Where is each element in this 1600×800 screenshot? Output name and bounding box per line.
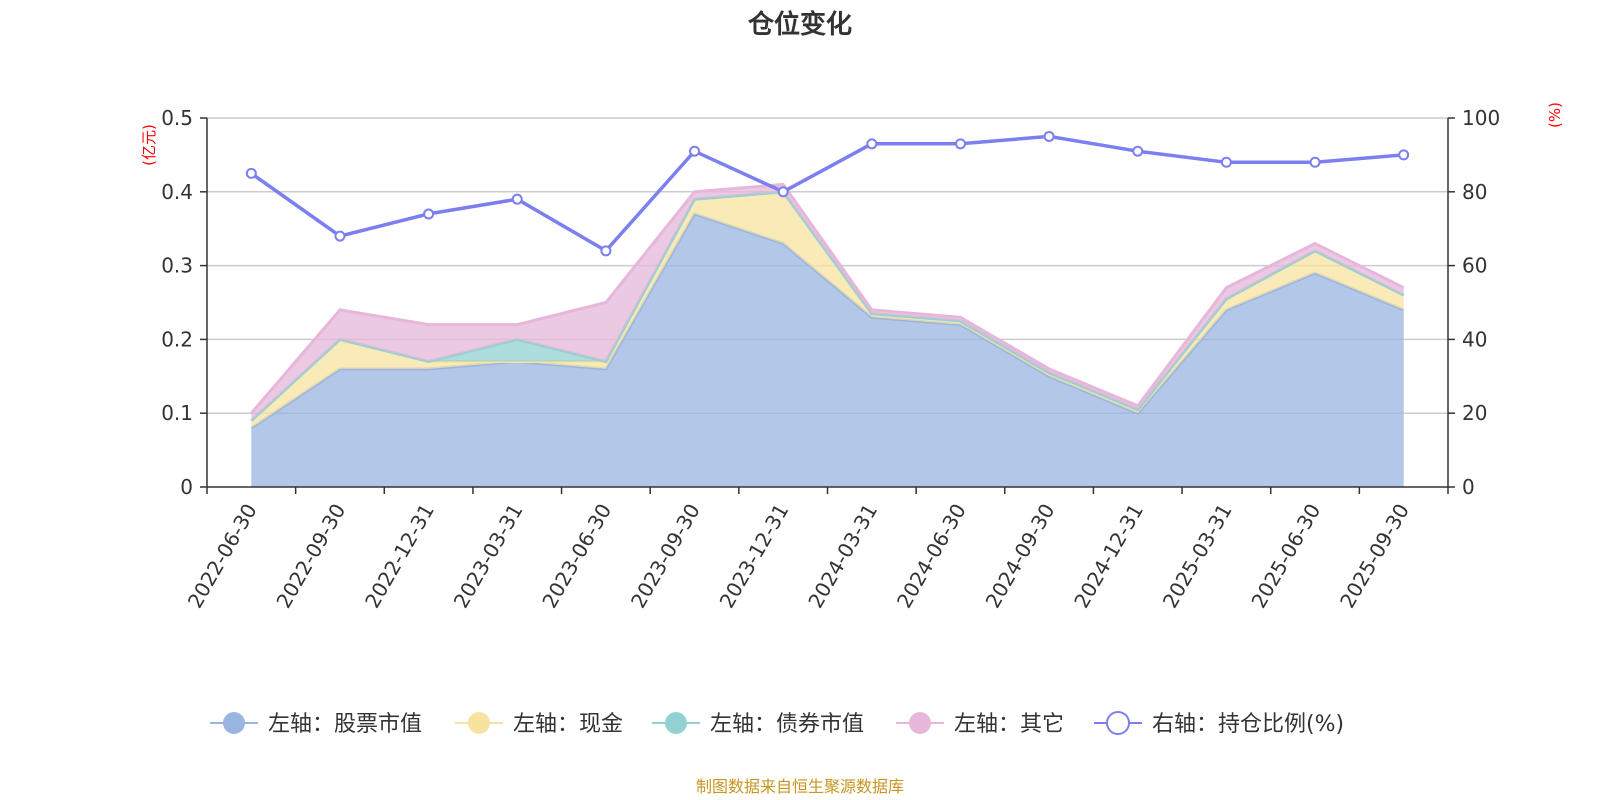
area-左轴：股票市值 [251, 213, 1404, 487]
legend-label: 左轴：股票市值 [268, 712, 422, 737]
legend-item[interactable]: 右轴：持仓比例(%) [1094, 711, 1344, 737]
holding-ratio-point [954, 138, 966, 150]
right-axis-tick-label: 20 [1462, 401, 1487, 425]
x-axis-tick-label: 2023-09-30 [626, 500, 705, 613]
line-series [245, 130, 1410, 257]
x-axis-tick-label: 2025-06-30 [1246, 500, 1325, 613]
right-axis-tick-label: 100 [1462, 106, 1500, 130]
legend-item[interactable]: 左轴：股票市值 [210, 712, 422, 737]
legend-item[interactable]: 左轴：现金 [455, 712, 623, 737]
chart-title: 仓位变化 [747, 9, 852, 40]
holding-ratio-point [334, 230, 346, 242]
left-axis-tick-label: 0.3 [161, 254, 193, 278]
legend[interactable]: 左轴：股票市值 左轴：现金 左轴：债券市值 左轴：其它 右轴：持仓比例(%) [210, 711, 1344, 737]
right-axis-unit: (%) [1546, 102, 1564, 128]
holding-ratio-point [1043, 130, 1055, 142]
x-axis-tick-label: 2023-03-31 [449, 500, 528, 613]
x-axis-tick-label: 2025-03-31 [1158, 500, 1237, 613]
legend-marker [665, 712, 687, 734]
left-axis-tick-label: 0.5 [161, 106, 193, 130]
holding-ratio-point [866, 138, 878, 150]
legend-marker [223, 712, 245, 734]
x-axis-tick-label: 2023-06-30 [537, 500, 616, 613]
x-axis-tick-label: 2022-09-30 [271, 500, 350, 613]
x-axis-tick-label: 2022-06-30 [183, 500, 262, 613]
legend-label: 左轴：其它 [954, 712, 1064, 737]
legend-marker [909, 712, 931, 734]
holding-ratio-point [689, 145, 701, 157]
legend-item[interactable]: 左轴：其它 [896, 712, 1064, 737]
right-axis-tick-label: 0 [1462, 475, 1475, 499]
left-axis-tick-label: 0.1 [161, 401, 193, 425]
holding-ratio-point [1309, 156, 1321, 168]
legend-marker [1106, 711, 1130, 735]
left-axis-unit: (亿元) [140, 124, 158, 166]
x-axis-tick-label: 2024-12-31 [1069, 500, 1148, 613]
holding-ratio-line [250, 134, 1404, 254]
x-axis-tick-label: 2024-06-30 [892, 500, 971, 613]
left-axis-tick-label: 0 [180, 475, 193, 499]
holding-ratio-point [1132, 145, 1144, 157]
data-source-note: 制图数据来自恒生聚源数据库 [696, 777, 904, 796]
left-axis-tick-label: 0.4 [161, 180, 193, 204]
legend-label: 右轴：持仓比例(%) [1152, 712, 1344, 737]
x-axis-tick-label: 2024-03-31 [803, 500, 882, 613]
holding-ratio-point [423, 208, 435, 220]
area-series [250, 182, 1405, 487]
holding-ratio-point [600, 245, 612, 257]
holding-ratio-point [1398, 149, 1410, 161]
right-axis-tick-label: 40 [1462, 327, 1487, 351]
legend-label: 左轴：现金 [513, 712, 623, 737]
holding-ratio-point [245, 167, 257, 179]
x-axis-tick-label: 2024-09-30 [981, 500, 1060, 613]
x-axis-tick-label: 2023-12-31 [715, 500, 794, 613]
right-axis-tick-label: 80 [1462, 180, 1487, 204]
right-axis-tick-label: 60 [1462, 254, 1487, 278]
legend-marker [468, 712, 490, 734]
legend-item[interactable]: 左轴：债券市值 [652, 712, 864, 737]
x-axis-tick-label: 2022-12-31 [360, 500, 439, 613]
holding-ratio-point [777, 186, 789, 198]
holding-ratio-point [511, 193, 523, 205]
left-axis-tick-label: 0.2 [161, 327, 193, 351]
area-edge-左轴：其它 [250, 182, 1405, 415]
legend-label: 左轴：债券市值 [710, 712, 864, 737]
x-axis-tick-label: 2025-09-30 [1335, 500, 1414, 613]
holding-ratio-point [1220, 156, 1232, 168]
